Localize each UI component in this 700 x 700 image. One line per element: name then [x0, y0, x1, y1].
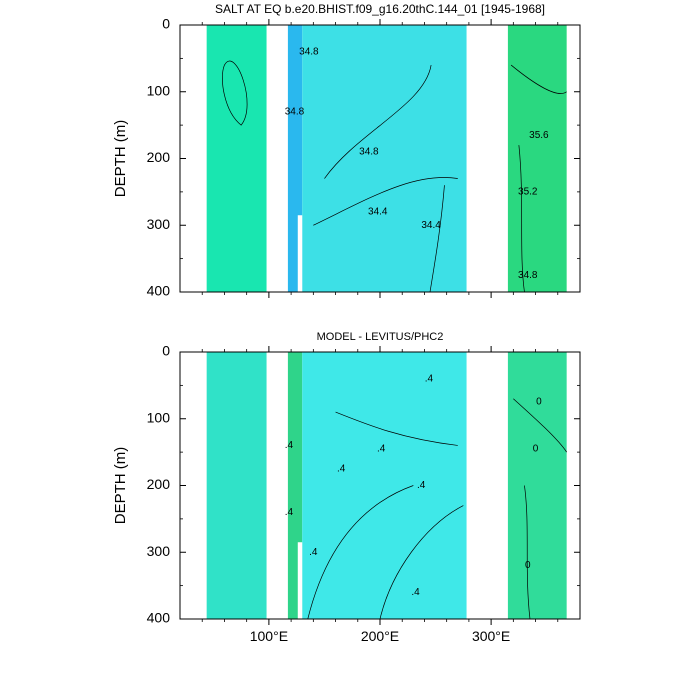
- chart-2-contour-label: .4: [425, 373, 434, 384]
- chart-1-y-tick-label: 0: [162, 16, 170, 32]
- chart-2-contour-label: 0: [536, 397, 542, 408]
- chart-1-y-tick-label: 100: [147, 82, 171, 98]
- chart-1-contour: [518, 145, 525, 293]
- chart-2-contour-label: .4: [309, 547, 318, 558]
- chart-2-y-tick-label: 200: [147, 476, 171, 492]
- chart-1-ocean-segment: [507, 25, 567, 292]
- chart-1-contour-label: 34.8: [285, 106, 305, 117]
- chart-2-y-tick-label: 300: [147, 543, 171, 559]
- chart-1-contour: [510, 64, 567, 94]
- chart-1-y-axis-label: DEPTH (m): [112, 120, 129, 198]
- chart-2-x-tick-label: 200°E: [361, 628, 399, 644]
- chart-1-title: SALT AT EQ b.e20.BHIST.f09_g16.20thC.144…: [215, 2, 545, 16]
- chart-2-contour: [379, 505, 464, 620]
- chart-1-contour-lines: [222, 60, 567, 293]
- chart-1-contour: [222, 60, 248, 126]
- chart-1-ocean-segment: [206, 25, 267, 292]
- chart-2-y-tick-label: 100: [147, 409, 171, 425]
- chart-2-land-mask: [297, 542, 303, 619]
- chart-2-title: MODEL - LEVITUS/PHC2: [317, 331, 444, 343]
- panel-model-minus-levitus: .4 .4 .4 .4 .4 .4 .4 .4 0 0 0 0 100 200 300 400 100°E 200…: [112, 331, 581, 644]
- chart-2-y-axis-label: DEPTH (m): [112, 447, 129, 525]
- chart-2-contour-label: .4: [285, 440, 294, 451]
- chart-2-contour: [513, 398, 567, 453]
- chart-2-x-tick-label: 100°E: [250, 628, 288, 644]
- chart-2-y-tick-label: 400: [147, 610, 171, 626]
- chart-1-land-mask: [266, 25, 288, 292]
- chart-2-contour: [335, 411, 458, 446]
- chart-2-contour-label: .4: [411, 587, 420, 598]
- chart-2-ocean-segment: [206, 352, 267, 619]
- chart-2-ocean-segment: [302, 352, 467, 619]
- chart-2-ocean-segment: [507, 352, 567, 619]
- chart-1-land-mask: [297, 215, 303, 292]
- chart-1-y-tick-label: 200: [147, 149, 171, 165]
- chart-1-ocean-segment: [302, 25, 467, 292]
- chart-1-y-tick-label: 400: [147, 283, 171, 299]
- chart-1-contour-label: 34.4: [421, 220, 441, 231]
- chart-2-contour-label: .4: [285, 507, 294, 518]
- chart-2-land-mask: [266, 352, 288, 619]
- chart-1-contour-label: 34.4: [368, 207, 388, 218]
- chart-2-contour-label: 0: [533, 443, 539, 454]
- chart-1-contour: [313, 177, 458, 226]
- chart-1-land-mask: [466, 25, 508, 292]
- chart-2-contour: [307, 485, 414, 620]
- chart-2-x-tick-label: 300°E: [472, 628, 510, 644]
- chart-1-contour-label: 34.8: [359, 146, 379, 157]
- chart-2-y-tick-label: 0: [162, 343, 170, 359]
- chart-1-y-tick-label: 300: [147, 216, 171, 232]
- chart-2-contour-lines: [307, 398, 567, 620]
- chart-2-land-mask: [466, 352, 508, 619]
- chart-1-contour-label: 34.8: [518, 270, 538, 281]
- chart-1-contour-label: 35.2: [518, 187, 538, 198]
- chart-1-contour-label: 35.6: [529, 130, 549, 141]
- panel-salinity: 34.8 34.8 34.8 34.4 34.4 35.6 35.2 34.8 0 100 200 3…: [112, 2, 581, 299]
- chart-2-contour: [524, 485, 531, 620]
- chart-1-contour-label: 34.8: [299, 46, 319, 57]
- chart-1-contour: [429, 185, 445, 293]
- chart-2-contour-label: .4: [337, 463, 346, 474]
- chart-2-contour-label: .4: [377, 443, 386, 454]
- chart-2-contour-label: .4: [417, 480, 426, 491]
- chart-1-contour: [324, 64, 432, 179]
- chart-2-contour-label: 0: [525, 560, 531, 571]
